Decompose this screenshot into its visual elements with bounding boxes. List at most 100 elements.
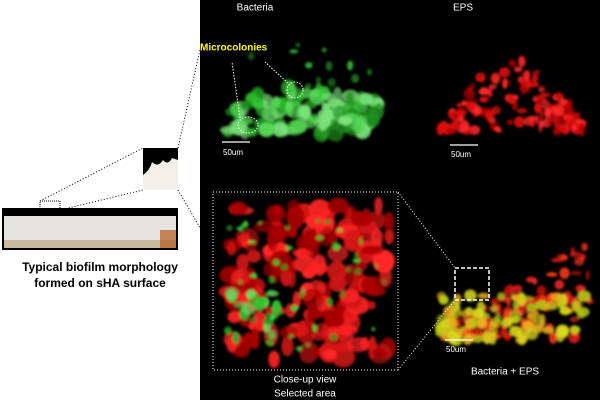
blob: [345, 91, 355, 107]
blob: [552, 127, 562, 136]
blob: [371, 348, 387, 357]
blob: [298, 340, 319, 364]
blob: [544, 302, 557, 309]
selected-area: [454, 267, 490, 301]
sample-selection: [39, 200, 61, 211]
blob: [295, 319, 317, 344]
blob: [536, 285, 547, 296]
blob: [458, 115, 464, 122]
blob: [537, 86, 546, 93]
blob: [438, 295, 449, 305]
blob: [290, 304, 299, 312]
blob: [249, 317, 257, 323]
blob: [573, 299, 583, 310]
blob: [555, 91, 563, 101]
blob: [298, 292, 304, 299]
blob: [292, 248, 311, 258]
blob: [350, 211, 373, 227]
blob: [534, 94, 547, 103]
scale-label: 50um: [223, 148, 243, 157]
blob: [374, 196, 383, 215]
blob: [315, 235, 324, 240]
blob: [346, 337, 370, 353]
blob: [295, 256, 315, 274]
blob: [343, 229, 363, 252]
blob: [469, 316, 479, 329]
blob: [539, 313, 546, 328]
closeup-caption: Close-up view: [274, 375, 338, 386]
blob: [490, 304, 498, 313]
blob: [279, 311, 285, 315]
blob: [534, 102, 542, 114]
blob: [231, 103, 241, 120]
blob: [263, 319, 274, 326]
blob: [494, 313, 502, 323]
blob: [568, 331, 580, 344]
blob: [281, 336, 294, 357]
blob: [330, 333, 338, 341]
blob: [569, 316, 579, 323]
blob: [268, 350, 280, 369]
blob: [510, 293, 522, 302]
blob: [372, 249, 396, 274]
blob: [265, 204, 286, 223]
blob: [230, 201, 248, 215]
blob: [359, 237, 363, 246]
blob: [352, 270, 363, 288]
blob: [573, 326, 581, 334]
blob: [488, 322, 498, 336]
blob: [464, 289, 477, 302]
blob: [258, 220, 262, 225]
blob: [244, 127, 258, 137]
blob: [474, 105, 483, 115]
blob: [527, 115, 539, 122]
blob: [332, 242, 341, 251]
blob: [285, 245, 293, 251]
blob: [574, 118, 583, 124]
blob: [459, 326, 468, 333]
blob: [459, 309, 471, 318]
blob: [560, 98, 567, 106]
blob: [240, 100, 253, 111]
blob: [295, 346, 303, 352]
blob: [581, 242, 588, 252]
blob: [478, 88, 491, 95]
blob: [384, 228, 395, 245]
closeup-frame: [212, 191, 399, 371]
blob: [368, 102, 385, 121]
blob: [463, 87, 476, 100]
blob: [448, 327, 463, 342]
blob: [281, 264, 288, 271]
blob: [231, 268, 251, 285]
blob: [512, 95, 520, 100]
blob: [343, 308, 358, 324]
blob: [364, 286, 386, 297]
blob: [271, 299, 282, 314]
blob: [513, 116, 526, 128]
blob: [312, 324, 318, 332]
blob: [494, 126, 502, 132]
blob: [305, 61, 313, 69]
blob: [498, 67, 511, 78]
blob: [351, 73, 360, 83]
blob: [308, 199, 331, 220]
blob: [268, 276, 275, 284]
blob: [302, 288, 324, 309]
blob: [506, 119, 513, 125]
blob: [318, 309, 339, 319]
blob: [518, 55, 526, 67]
blob: [284, 100, 294, 117]
panel-title: EPS: [453, 3, 473, 14]
blob: [570, 270, 583, 276]
left-background: [0, 0, 200, 400]
blob: [456, 102, 464, 108]
blob: [448, 318, 458, 329]
blob: [235, 231, 251, 241]
microcolony-markers: [231, 61, 304, 134]
blob: [516, 107, 528, 114]
blob: [481, 330, 491, 343]
blob: [476, 316, 487, 329]
inset-biofilm: [143, 158, 178, 190]
eps-image: [436, 55, 587, 137]
blob: [353, 252, 358, 259]
